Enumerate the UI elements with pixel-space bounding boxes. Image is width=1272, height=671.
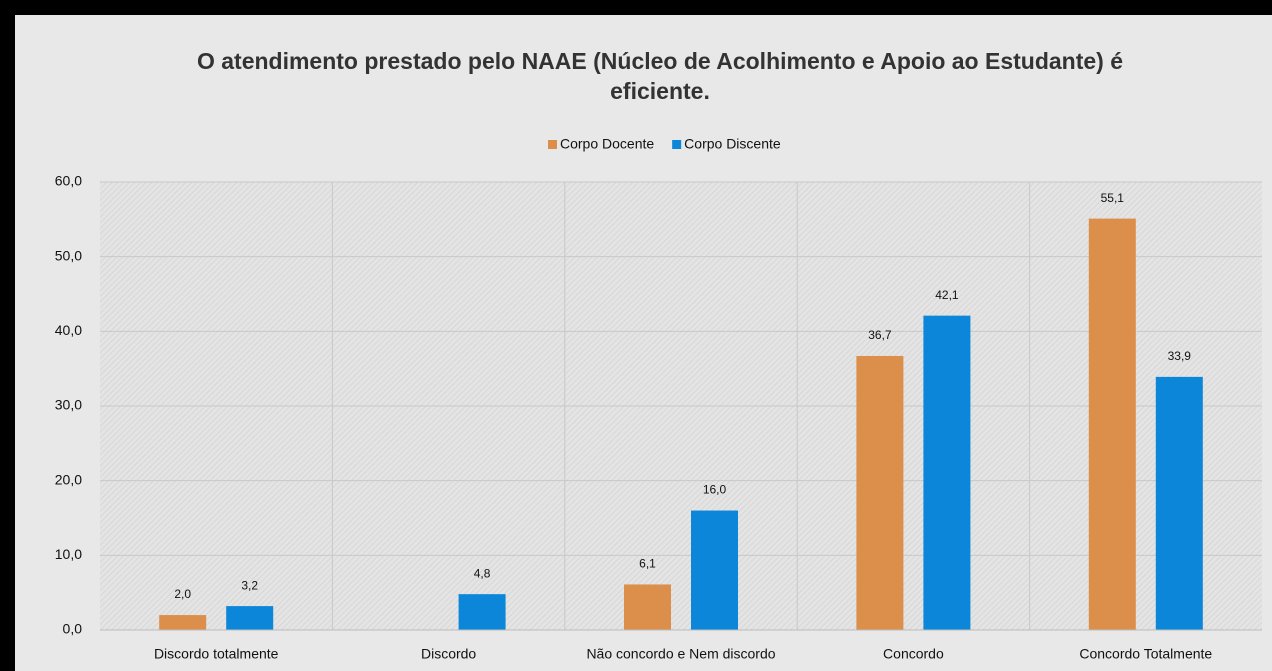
legend-swatch <box>548 140 557 149</box>
y-tick-label: 50,0 <box>55 247 82 263</box>
legend-label: Corpo Docente <box>560 136 654 152</box>
data-label: 3,2 <box>241 578 258 592</box>
data-label: 33,9 <box>1168 349 1192 363</box>
y-tick-label: 30,0 <box>55 397 82 413</box>
y-tick-label: 60,0 <box>55 173 82 189</box>
data-label: 4,8 <box>474 566 491 580</box>
legend-swatch <box>672 140 682 149</box>
y-tick-label: 20,0 <box>55 471 82 487</box>
bar <box>458 594 506 630</box>
y-tick-label: 10,0 <box>55 546 82 562</box>
data-label: 16,0 <box>703 483 727 497</box>
bar <box>923 315 971 630</box>
y-tick-label: 40,0 <box>55 322 82 338</box>
bar <box>856 355 904 630</box>
legend-label: Corpo Discente <box>684 136 781 152</box>
bar <box>159 615 207 630</box>
x-tick-label: Discordo <box>421 646 476 662</box>
x-tick-label: Não concordo e Nem discordo <box>586 646 775 662</box>
data-label: 36,7 <box>868 328 892 342</box>
y-tick-label: 0,0 <box>63 621 83 637</box>
data-label: 2,0 <box>174 587 191 601</box>
bar <box>1155 376 1203 630</box>
bar <box>226 606 274 630</box>
data-label: 6,1 <box>639 557 656 571</box>
x-tick-label: Concordo Totalmente <box>1079 646 1212 662</box>
bar <box>691 510 738 630</box>
bar <box>1088 218 1136 630</box>
data-label: 42,1 <box>935 288 959 302</box>
data-label: 55,1 <box>1101 191 1125 205</box>
x-tick-label: Concordo <box>883 646 944 662</box>
chart-title: O atendimento prestado pelo NAAE (Núcleo… <box>196 48 1124 104</box>
bar <box>624 584 671 630</box>
x-tick-label: Discordo totalmente <box>154 646 279 662</box>
